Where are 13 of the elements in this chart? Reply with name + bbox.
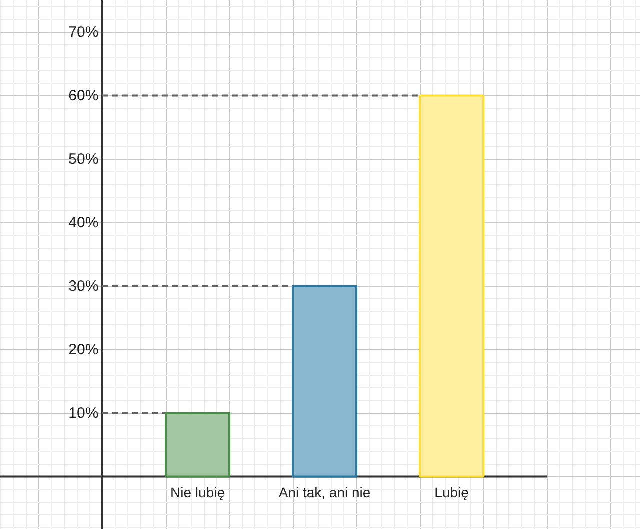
y-tick-label: 40% (68, 214, 99, 232)
x-tick-label: Ani tak, ani nie (278, 484, 371, 501)
bar (292, 285, 358, 478)
y-tick-label: 60% (68, 87, 99, 104)
x-tick-label: Nie lubię (170, 484, 226, 501)
y-tick-label: 30% (68, 278, 99, 295)
x-tick-label: Lubię (434, 484, 470, 501)
y-tick-label: 20% (68, 341, 99, 358)
y-tick-label: 10% (68, 404, 99, 422)
bar (165, 412, 231, 478)
y-tick-label: 50% (68, 150, 99, 168)
bar (419, 94, 485, 478)
y-tick-label: 70% (68, 24, 99, 41)
